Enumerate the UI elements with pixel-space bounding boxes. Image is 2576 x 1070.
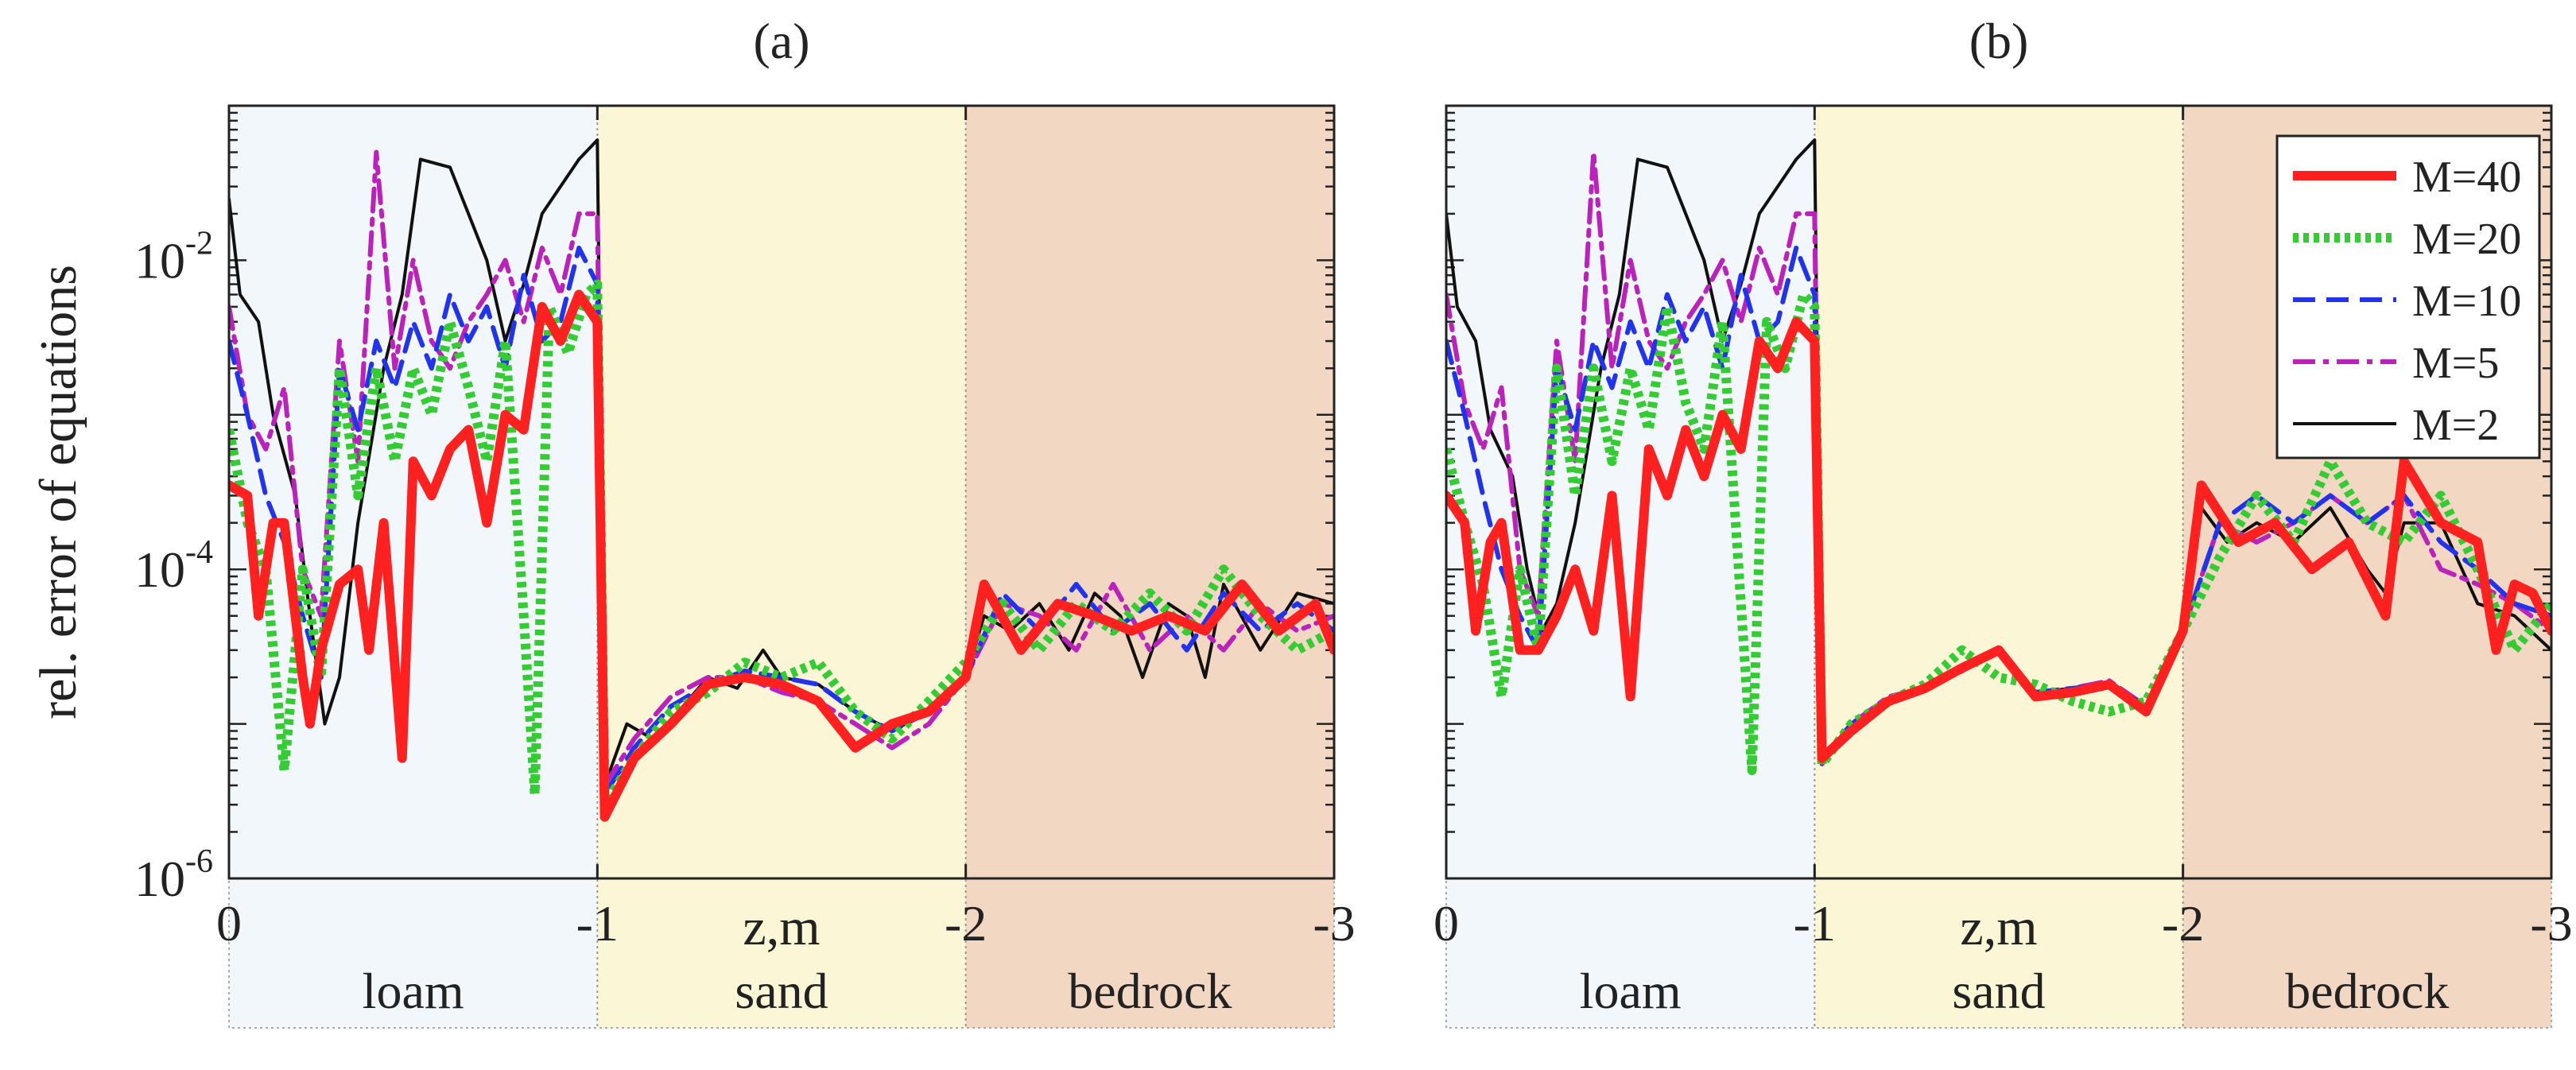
panel-a-frame [227, 104, 1336, 880]
panel-b-series [1446, 138, 2551, 776]
panel-b-x-axis-label: z,m [1960, 898, 2037, 956]
legend-entry-m-10: M=10 [2412, 277, 2521, 326]
y-tick-label: 10-2 [134, 225, 213, 289]
panel-a-ticks: 0 -1 -2 -3 10-2 10-4 10-6 [134, 104, 1356, 952]
region-label-sand: sand [735, 963, 828, 1019]
region-label-sand: sand [1952, 963, 2045, 1019]
legend-entry-m-40: M=40 [2412, 153, 2521, 202]
y-axis-label: rel. error of equations [29, 265, 87, 719]
series-line-m-40 [229, 289, 1334, 822]
panel-b: loam sand bedrock 0 -1 -2 -3 (b) z,m M=40 M=20… [1433, 13, 2573, 1029]
legend-box [2275, 134, 2541, 459]
series-line-m-20 [229, 279, 1334, 810]
region-label-bedrock: bedrock [2285, 963, 2449, 1019]
x-tick-label: -3 [2530, 895, 2572, 952]
panel-a-series [229, 138, 1334, 822]
region-sand-background [1814, 106, 2183, 1028]
legend: M=40 M=20 M=10 M=5 M=2 [2275, 134, 2541, 459]
panel-a: loam sand bedrock 0 -1 -2 -310-210-410-6 (a) … [134, 13, 1356, 1029]
legend-entry-m-20: M=20 [2412, 215, 2521, 264]
region-label-loam: loam [1580, 963, 1682, 1019]
x-tick-label: -3 [1313, 895, 1355, 952]
panel-a-title: (a) [753, 13, 809, 69]
legend-entry-m-5: M=5 [2412, 339, 2499, 388]
region-label-loam: loam [363, 963, 464, 1019]
region-bedrock-background [965, 106, 1334, 1028]
region-label-bedrock: bedrock [1068, 963, 1232, 1019]
panel-b-title: (b) [1969, 13, 2029, 69]
x-tick-label: 0 [1433, 895, 1459, 952]
legend-entry-m-2: M=2 [2412, 401, 2499, 450]
panel-b-frame [1445, 104, 2553, 880]
x-tick-label: 0 [216, 895, 242, 952]
panel-b-region-labels: loam sand bedrock [1580, 963, 2450, 1019]
panel-a-region-labels: loam sand bedrock [363, 963, 1232, 1019]
y-tick-label: 10-6 [134, 843, 213, 907]
panel-a-regions [228, 106, 1335, 1029]
y-tick-label: 10-4 [134, 534, 213, 598]
x-tick-label: -1 [576, 895, 619, 952]
x-tick-label: -1 [1794, 895, 1836, 952]
x-tick-label: -2 [2162, 895, 2204, 952]
panel-a-x-axis-label: z,m [743, 898, 820, 956]
series-line-m-40 [1446, 316, 2551, 763]
region-sand-background [597, 106, 966, 1028]
x-tick-label: -2 [945, 895, 987, 952]
